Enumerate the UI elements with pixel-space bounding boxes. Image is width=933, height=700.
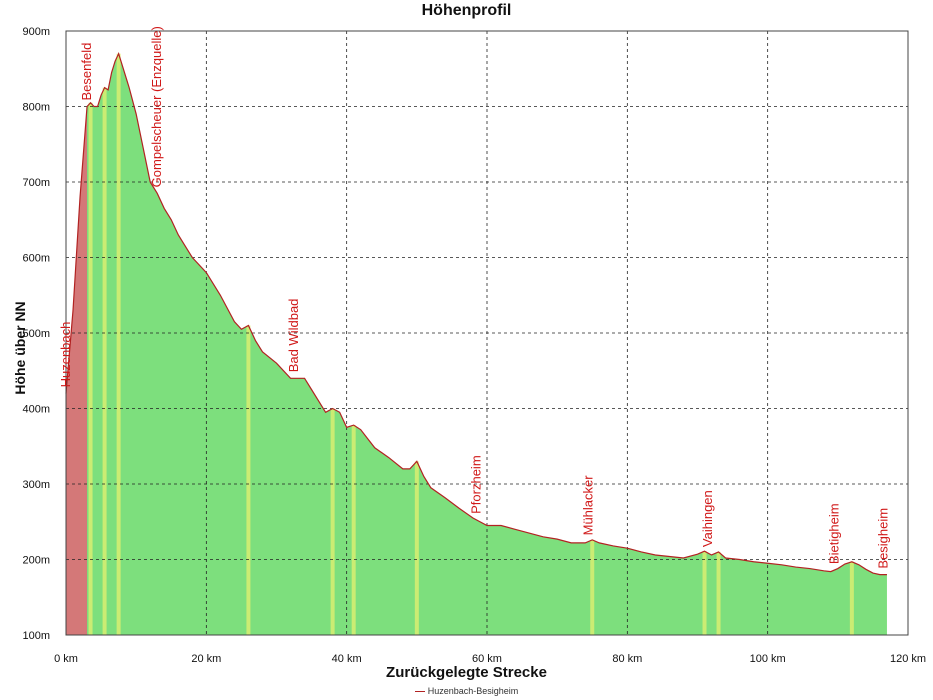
- x-tick-label: 0 km: [54, 653, 78, 665]
- place-label: Mühlacker: [581, 475, 596, 536]
- y-tick-label: 800m: [22, 102, 50, 114]
- x-tick-label: 100 km: [750, 653, 786, 665]
- place-label: Huzenbach: [58, 322, 73, 388]
- x-tick-label: 80 km: [612, 653, 642, 665]
- peak-highlight: [702, 551, 707, 635]
- peak-highlight: [102, 87, 107, 635]
- place-label: Besenfeld: [79, 43, 94, 101]
- y-tick-label: 500m: [22, 328, 50, 340]
- place-label: Bad Wildbad: [286, 299, 301, 373]
- elevation-line: [65, 51, 887, 576]
- peak-highlight: [88, 102, 93, 636]
- y-tick-label: 300m: [22, 479, 50, 491]
- legend-swatch: [414, 691, 425, 693]
- y-tick-label: 900m: [22, 26, 50, 38]
- peak-highlight: [116, 53, 121, 635]
- steep-section-area: [66, 106, 88, 635]
- y-tick-label: 100m: [22, 630, 50, 642]
- place-label: Bietigheim: [826, 503, 841, 564]
- legend-series-name: Huzenbach-Besigheim: [427, 686, 519, 696]
- y-tick-label: 200m: [22, 555, 50, 567]
- peak-highlight: [414, 461, 419, 635]
- peak-highlight: [716, 551, 721, 635]
- elevation-area: [66, 53, 887, 635]
- x-axis-label: Zurückgelegte Strecke: [386, 664, 547, 681]
- place-label: Gompelscheuer (Enzquelle): [149, 26, 164, 187]
- peak-highlight: [330, 408, 335, 635]
- x-tick-label: 40 km: [332, 653, 362, 665]
- peak-highlight: [590, 539, 595, 635]
- x-tick-label: 20 km: [191, 653, 221, 665]
- plot-border: [65, 30, 909, 636]
- chart-title: Höhenprofil: [421, 2, 512, 19]
- peak-highlight: [351, 425, 356, 635]
- x-tick-label: 60 km: [472, 653, 502, 665]
- y-tick-label: 700m: [22, 177, 50, 189]
- x-tick-label: 120 km: [890, 653, 926, 665]
- y-tick-label: 400m: [22, 404, 50, 416]
- place-label: Besigheim: [875, 508, 890, 569]
- legend: Huzenbach-Besigheim: [0, 686, 933, 696]
- peak-highlight: [849, 561, 854, 635]
- y-tick-label: 600m: [22, 253, 50, 265]
- place-label: Vaihingen: [700, 490, 715, 547]
- place-label: Pforzheim: [468, 455, 483, 514]
- peak-highlight: [246, 325, 251, 635]
